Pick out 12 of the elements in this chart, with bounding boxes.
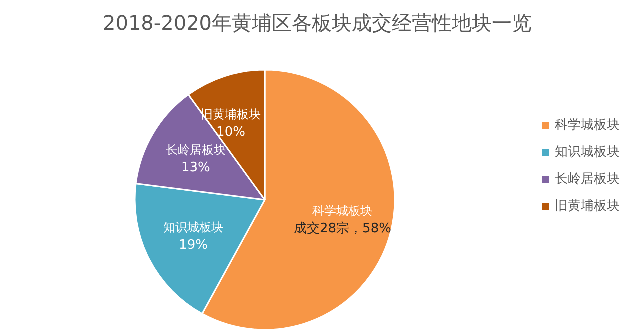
slice-label: 科学城板块: [312, 204, 373, 218]
slice-label: 长岭居板块: [166, 143, 226, 158]
data-label: 13%: [181, 160, 210, 176]
chart-title: 2018-2020年黄埔区各板块成交经营性地块一览: [102, 11, 532, 35]
legend-label: 知识城板块: [555, 145, 620, 160]
data-label: 19%: [179, 238, 208, 253]
slice-label: 知识城板块: [164, 220, 224, 234]
data-label: 成交28宗，58%: [294, 220, 392, 236]
legend-label: 旧黄埔板块: [555, 199, 620, 214]
data-label: 10%: [216, 125, 246, 140]
legend-label: 长岭居板块: [555, 172, 620, 187]
legend-label: 科学城板块: [555, 118, 620, 133]
